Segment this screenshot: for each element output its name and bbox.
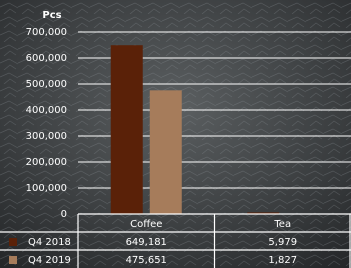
x-tick-label: Tea [273,219,291,230]
legend-label: Q4 2019 [28,255,71,266]
legend-swatch [9,238,17,246]
legend-label: Q4 2018 [28,237,71,248]
y-tick-label: 700,000 [26,27,67,38]
legend-swatch [9,256,17,264]
chart: Pcs 0 100,000 200,000 300,000 400,000 500,000… [0,0,351,268]
y-axis-label: Pcs [42,10,61,21]
y-tick-label: 600,000 [26,53,67,64]
table-value: 475,651 [126,255,167,266]
bar [150,90,182,214]
y-tick-label: 0 [61,209,67,220]
y-tick-label: 300,000 [26,131,67,142]
y-tick-label: 400,000 [26,105,67,116]
y-tick-label: 200,000 [26,157,67,168]
table-value: 5,979 [268,237,297,248]
x-tick-label: Coffee [130,219,162,230]
y-tick-label: 100,000 [26,183,67,194]
y-tick-label: 500,000 [26,79,67,90]
bar [111,45,143,214]
table-value: 1,827 [268,255,297,266]
table-value: 649,181 [126,237,167,248]
